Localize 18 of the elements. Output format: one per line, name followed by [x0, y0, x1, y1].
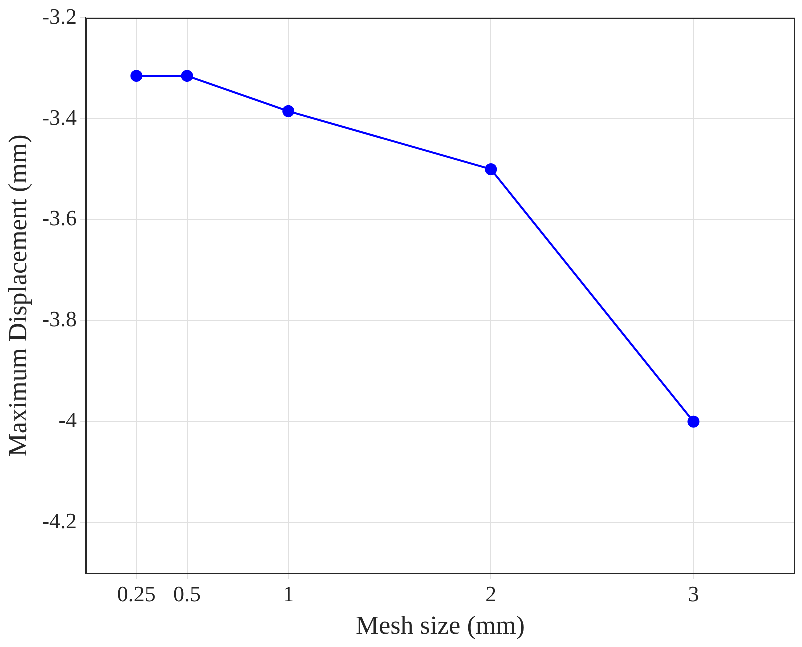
- x-axis-title: Mesh size (mm): [356, 611, 525, 640]
- point: [282, 105, 295, 118]
- y-tick-label: -4.2: [42, 508, 78, 534]
- point: [130, 70, 143, 82]
- x-tick-label: 2: [486, 581, 497, 606]
- x-tick-label: 0.25: [117, 581, 156, 606]
- y-tick-label: -3.6: [42, 206, 78, 231]
- x-tick-label: 3: [688, 581, 700, 606]
- y-tick-label: -3.8: [42, 306, 78, 332]
- point: [485, 163, 498, 176]
- y-axis-title: Maximum Displacement (mm): [3, 134, 32, 457]
- y-tick-label: -3.2: [42, 4, 78, 29]
- x-tick-label: 0.5: [174, 581, 202, 606]
- point: [688, 416, 700, 428]
- y-tick-label: -4: [58, 408, 78, 433]
- x-tick-label: 1: [283, 581, 294, 606]
- point: [181, 70, 194, 82]
- y-tick-label: -3.4: [42, 104, 78, 130]
